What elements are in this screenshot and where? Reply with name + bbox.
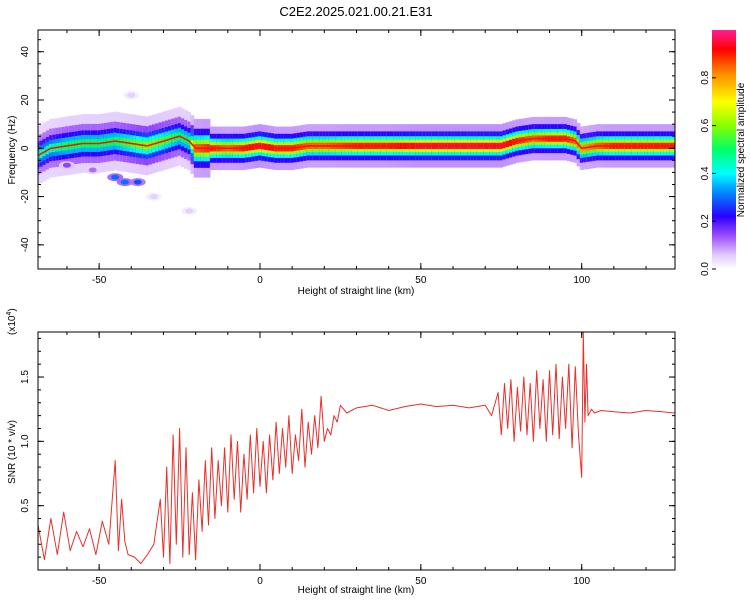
heatmap-blob (127, 92, 136, 98)
snr-ylabel: SNR (10 * v/v) (7, 420, 18, 484)
colorbar-tick-label: 0.0 (700, 262, 711, 276)
x-tick-label: -50 (92, 275, 107, 286)
heatmap-blob (185, 208, 194, 214)
svg-text:(x104): (x104) (6, 308, 18, 335)
heatmap-blob (88, 167, 97, 173)
snr-line (38, 332, 675, 565)
y-tick-label: 0.5 (20, 498, 31, 512)
figure-title: C2E2.2025.021.00.21.E31 (279, 4, 432, 19)
colorbar-ticks: 0.0 0.2 0.4 0.6 0.8 (700, 70, 716, 276)
x-tick-label: 50 (415, 275, 427, 286)
spectrogram-heatmap (38, 91, 675, 216)
y-tick-label: 0 (20, 145, 31, 151)
snr-scale-note: (x104) (6, 308, 18, 335)
colorbar-tick-label: 0.6 (700, 118, 711, 132)
x-tick-label: 50 (415, 576, 427, 587)
snr-scale-prefix: (x10 (7, 315, 18, 335)
x-tick-label: 100 (573, 275, 590, 286)
x-tick-label: 0 (257, 576, 263, 587)
heatmap-blob (133, 179, 142, 185)
y-tick-label: -20 (20, 189, 31, 204)
spectrogram-ylabel: Frequency (Hz) (7, 116, 18, 185)
y-tick-label: 1.5 (20, 370, 31, 384)
y-tick-label: 40 (20, 46, 31, 58)
colorbar: 0.0 0.2 0.4 0.6 0.8 Normalized spectral ampl… (700, 30, 747, 276)
snr-series (38, 332, 675, 565)
heatmap-blob (149, 194, 158, 200)
heatmap-ridge-core (38, 135, 675, 157)
snr-panel: -50 0 50 100 0.5 1.0 1.5 Height of straight li… (6, 308, 676, 596)
spectrogram-ticks: -50 0 50 100 -40 -20 0 20 40 (20, 30, 675, 286)
heatmap-blob (62, 162, 71, 168)
colorbar-tick-label: 0.8 (700, 70, 711, 84)
snr-scale-exponent: 4 (6, 312, 13, 316)
snr-scale-suffix: ) (7, 308, 18, 311)
x-tick-label: -50 (92, 576, 107, 587)
heatmap-blob (120, 179, 129, 185)
snr-ticks: -50 0 50 100 0.5 1.0 1.5 (20, 332, 675, 587)
y-tick-label: -40 (20, 237, 31, 252)
colorbar-tick-label: 0.4 (700, 166, 711, 180)
snr-xlabel: Height of straight line (km) (298, 585, 415, 596)
heatmap-blob (111, 174, 120, 180)
colorbar-gradient (712, 30, 736, 269)
y-tick-label: 1.0 (20, 434, 31, 448)
colorbar-tick-label: 0.2 (700, 214, 711, 228)
x-tick-label: 0 (257, 275, 263, 286)
x-tick-label: 100 (573, 576, 590, 587)
spectrogram-panel: -50 0 50 100 -40 -20 0 20 40 Height of straight … (7, 29, 676, 297)
colorbar-label: Normalized spectral amplitude (736, 82, 747, 217)
spectrogram-xlabel: Height of straight line (km) (298, 286, 415, 297)
y-tick-label: 20 (20, 94, 31, 106)
